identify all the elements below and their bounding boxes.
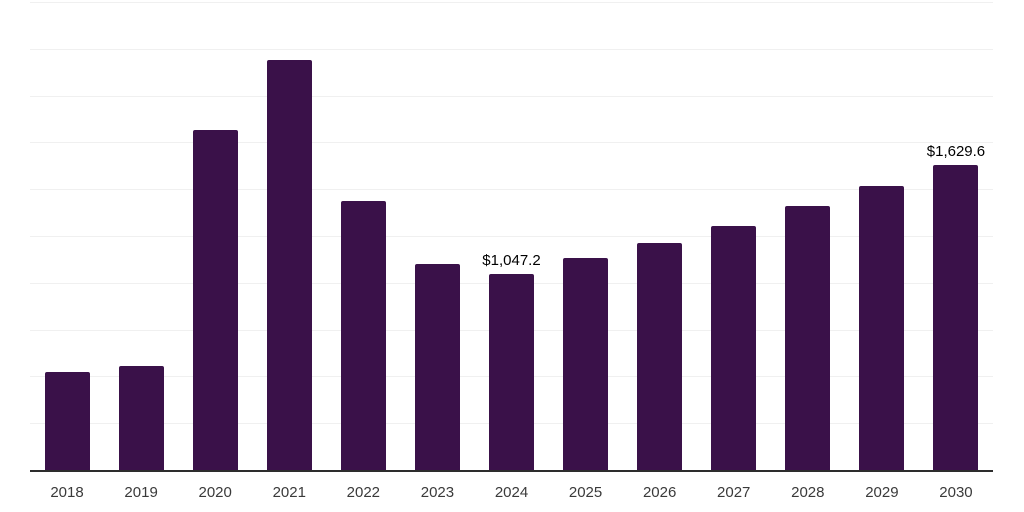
gridline: [30, 189, 993, 191]
x-axis-label-2028: 2028: [791, 484, 825, 501]
gridline: [30, 236, 993, 237]
bar-2020: [192, 130, 238, 470]
gridline: [30, 95, 993, 97]
bar-2029: [859, 186, 905, 470]
data-label-2024: $1,047.2: [482, 251, 541, 269]
bar-2025: [563, 258, 609, 470]
x-axis-label-2030: 2030: [939, 484, 973, 501]
bar-2022: [340, 201, 386, 470]
gridline: [30, 48, 993, 50]
x-axis-label-2027: 2027: [717, 484, 751, 501]
bar-2021: [266, 59, 312, 470]
bar-2028: [785, 206, 831, 470]
x-axis-label-2024: 2024: [494, 484, 529, 501]
x-axis-label-2022: 2022: [346, 484, 381, 501]
bar-2030: [933, 164, 979, 470]
bar-2026: [637, 242, 683, 470]
bar-2018: [44, 372, 90, 470]
gridline: [30, 2, 993, 3]
data-label-2030: $1,629.6: [926, 142, 986, 160]
x-axis-label-2019: 2019: [124, 484, 158, 501]
bar-2023: [414, 263, 460, 470]
gridline: [30, 142, 993, 144]
bar-2019: [118, 365, 164, 470]
plot-area: [30, 2, 993, 470]
x-axis-line: [30, 470, 993, 472]
x-axis-label-2023: 2023: [420, 484, 455, 501]
x-axis-label-2021: 2021: [272, 484, 306, 501]
x-axis-label-2025: 2025: [568, 484, 603, 501]
bar-2024: [489, 273, 534, 470]
bar-2027: [711, 225, 757, 470]
x-axis-label-2026: 2026: [642, 484, 677, 501]
x-axis-label-2020: 2020: [198, 484, 232, 501]
x-axis-label-2029: 2029: [865, 484, 899, 501]
x-axis-label-2018: 2018: [50, 484, 84, 501]
